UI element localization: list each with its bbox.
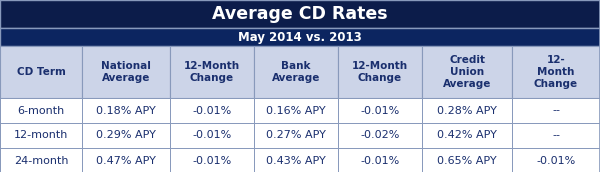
Bar <box>338 46 422 98</box>
Text: 12-month: 12-month <box>14 131 68 141</box>
Bar <box>512 148 600 172</box>
Text: -0.01%: -0.01% <box>193 105 232 116</box>
Text: -0.01%: -0.01% <box>361 105 400 116</box>
Bar <box>512 98 600 123</box>
Bar <box>338 98 422 123</box>
Text: 12-
Month
Change: 12- Month Change <box>534 55 578 89</box>
Bar <box>254 46 338 98</box>
Bar <box>170 123 254 148</box>
Text: 24-month: 24-month <box>14 155 68 165</box>
Text: --: -- <box>552 131 560 141</box>
Text: -0.02%: -0.02% <box>361 131 400 141</box>
Bar <box>170 98 254 123</box>
Bar <box>422 123 512 148</box>
Bar <box>82 98 170 123</box>
Bar <box>0 148 82 172</box>
Text: -0.01%: -0.01% <box>193 131 232 141</box>
Bar <box>0 28 600 46</box>
Text: --: -- <box>552 105 560 116</box>
Text: National
Average: National Average <box>101 61 151 83</box>
Text: Average CD Rates: Average CD Rates <box>212 5 388 23</box>
Text: 0.28% APY: 0.28% APY <box>437 105 497 116</box>
Bar <box>512 123 600 148</box>
Bar <box>82 46 170 98</box>
Bar <box>254 148 338 172</box>
Text: 0.18% APY: 0.18% APY <box>96 105 156 116</box>
Text: 0.65% APY: 0.65% APY <box>437 155 497 165</box>
Bar <box>0 123 82 148</box>
Text: 0.29% APY: 0.29% APY <box>96 131 156 141</box>
Text: CD Term: CD Term <box>17 67 65 77</box>
Bar <box>254 98 338 123</box>
Text: Bank
Average: Bank Average <box>272 61 320 83</box>
Bar <box>422 46 512 98</box>
Bar <box>422 148 512 172</box>
Bar <box>338 148 422 172</box>
Bar <box>0 0 600 28</box>
Text: May 2014 vs. 2013: May 2014 vs. 2013 <box>238 30 362 44</box>
Text: Credit
Union
Average: Credit Union Average <box>443 55 491 89</box>
Text: 6-month: 6-month <box>17 105 65 116</box>
Text: 0.43% APY: 0.43% APY <box>266 155 326 165</box>
Text: -0.01%: -0.01% <box>536 155 575 165</box>
Text: 0.16% APY: 0.16% APY <box>266 105 326 116</box>
Text: 0.27% APY: 0.27% APY <box>266 131 326 141</box>
Bar <box>0 46 82 98</box>
Text: -0.01%: -0.01% <box>193 155 232 165</box>
Bar <box>82 123 170 148</box>
Text: 0.47% APY: 0.47% APY <box>96 155 156 165</box>
Text: -0.01%: -0.01% <box>361 155 400 165</box>
Bar <box>0 98 82 123</box>
Bar <box>512 46 600 98</box>
Bar <box>254 123 338 148</box>
Text: 0.42% APY: 0.42% APY <box>437 131 497 141</box>
Bar <box>338 123 422 148</box>
Text: 12-Month
Change: 12-Month Change <box>352 61 408 83</box>
Text: 12-Month
Change: 12-Month Change <box>184 61 240 83</box>
Bar <box>422 98 512 123</box>
Bar <box>82 148 170 172</box>
Bar <box>170 46 254 98</box>
Bar <box>170 148 254 172</box>
